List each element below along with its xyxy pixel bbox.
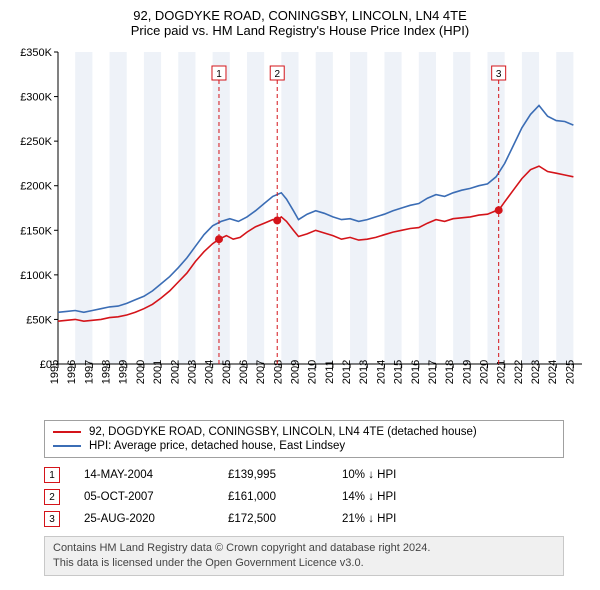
sale-marker-3: 3 [496,69,502,80]
sale-date: 25-AUG-2020 [84,513,204,525]
legend-row: HPI: Average price, detached house, East… [53,439,555,453]
legend-label: HPI: Average price, detached house, East… [89,440,345,452]
x-tick-label: 2014 [375,360,387,384]
y-tick-label: £150K [20,225,52,237]
sale-diff: 21% ↓ HPI [342,513,442,525]
x-tick-label: 1996 [66,360,78,384]
attribution-line2: This data is licensed under the Open Gov… [53,556,555,571]
sale-diff: 14% ↓ HPI [342,491,442,503]
x-tick-label: 2006 [238,360,250,384]
title-block: 92, DOGDYKE ROAD, CONINGSBY, LINCOLN, LN… [10,8,590,38]
chart-container: 92, DOGDYKE ROAD, CONINGSBY, LINCOLN, LN… [0,0,600,582]
x-tick-label: 1997 [83,360,95,384]
sale-date: 14-MAY-2004 [84,469,204,481]
chart-area: £0£50K£100K£150K£200K£250K£300K£350K1995… [10,44,590,412]
sale-price: £172,500 [228,513,318,525]
x-tick-label: 1998 [101,360,113,384]
x-tick-label: 2016 [410,360,422,384]
x-tick-label: 2010 [307,360,319,384]
legend-swatch [53,445,81,447]
sale-marker-box: 3 [44,511,60,527]
y-tick-label: £50K [26,314,52,326]
sale-marker-box: 2 [44,489,60,505]
sale-marker-1: 1 [216,69,222,80]
chart-svg: £0£50K£100K£150K£200K£250K£300K£350K1995… [10,44,590,412]
sales-table: 1 14-MAY-2004 £139,995 10% ↓ HPI 2 05-OCT-200… [44,464,564,530]
x-tick-label: 2020 [479,360,491,384]
legend-row: 92, DOGDYKE ROAD, CONINGSBY, LINCOLN, LN… [53,425,555,439]
x-tick-label: 2003 [186,360,198,384]
sale-diff: 10% ↓ HPI [342,469,442,481]
x-tick-label: 2023 [530,360,542,384]
x-tick-label: 2004 [204,360,216,384]
sale-marker-box: 1 [44,467,60,483]
x-tick-label: 2018 [444,360,456,384]
sale-row: 2 05-OCT-2007 £161,000 14% ↓ HPI [44,486,564,508]
x-tick-label: 2021 [496,360,508,384]
y-tick-label: £300K [20,92,52,104]
x-tick-label: 2022 [513,360,525,384]
y-tick-label: £350K [20,47,52,59]
x-tick-label: 2013 [358,360,370,384]
sale-date: 05-OCT-2007 [84,491,204,503]
x-tick-label: 2001 [152,360,164,384]
x-tick-label: 2015 [393,360,405,384]
x-tick-label: 2024 [547,360,559,384]
x-tick-label: 2012 [341,360,353,384]
x-tick-label: 1999 [118,360,130,384]
x-tick-label: 2008 [272,360,284,384]
x-tick-label: 2000 [135,360,147,384]
legend-label: 92, DOGDYKE ROAD, CONINGSBY, LINCOLN, LN… [89,426,477,438]
sale-price: £139,995 [228,469,318,481]
x-tick-label: 1995 [49,360,61,384]
x-tick-label: 2017 [427,360,439,384]
title-subtitle: Price paid vs. HM Land Registry's House … [10,23,590,38]
x-tick-label: 2025 [564,360,576,384]
sale-row: 1 14-MAY-2004 £139,995 10% ↓ HPI [44,464,564,486]
x-tick-label: 2019 [461,360,473,384]
x-tick-label: 2007 [255,360,267,384]
sale-row: 3 25-AUG-2020 £172,500 21% ↓ HPI [44,508,564,530]
sale-price: £161,000 [228,491,318,503]
y-tick-label: £250K [20,136,52,148]
attribution: Contains HM Land Registry data © Crown c… [44,536,564,576]
x-tick-label: 2005 [221,360,233,384]
x-tick-label: 2009 [290,360,302,384]
y-tick-label: £100K [20,270,52,282]
sale-marker-2: 2 [274,69,280,80]
legend-swatch [53,431,81,433]
legend: 92, DOGDYKE ROAD, CONINGSBY, LINCOLN, LN… [44,420,564,458]
y-tick-label: £200K [20,181,52,193]
x-tick-label: 2002 [169,360,181,384]
title-address: 92, DOGDYKE ROAD, CONINGSBY, LINCOLN, LN… [10,8,590,23]
attribution-line1: Contains HM Land Registry data © Crown c… [53,541,555,556]
